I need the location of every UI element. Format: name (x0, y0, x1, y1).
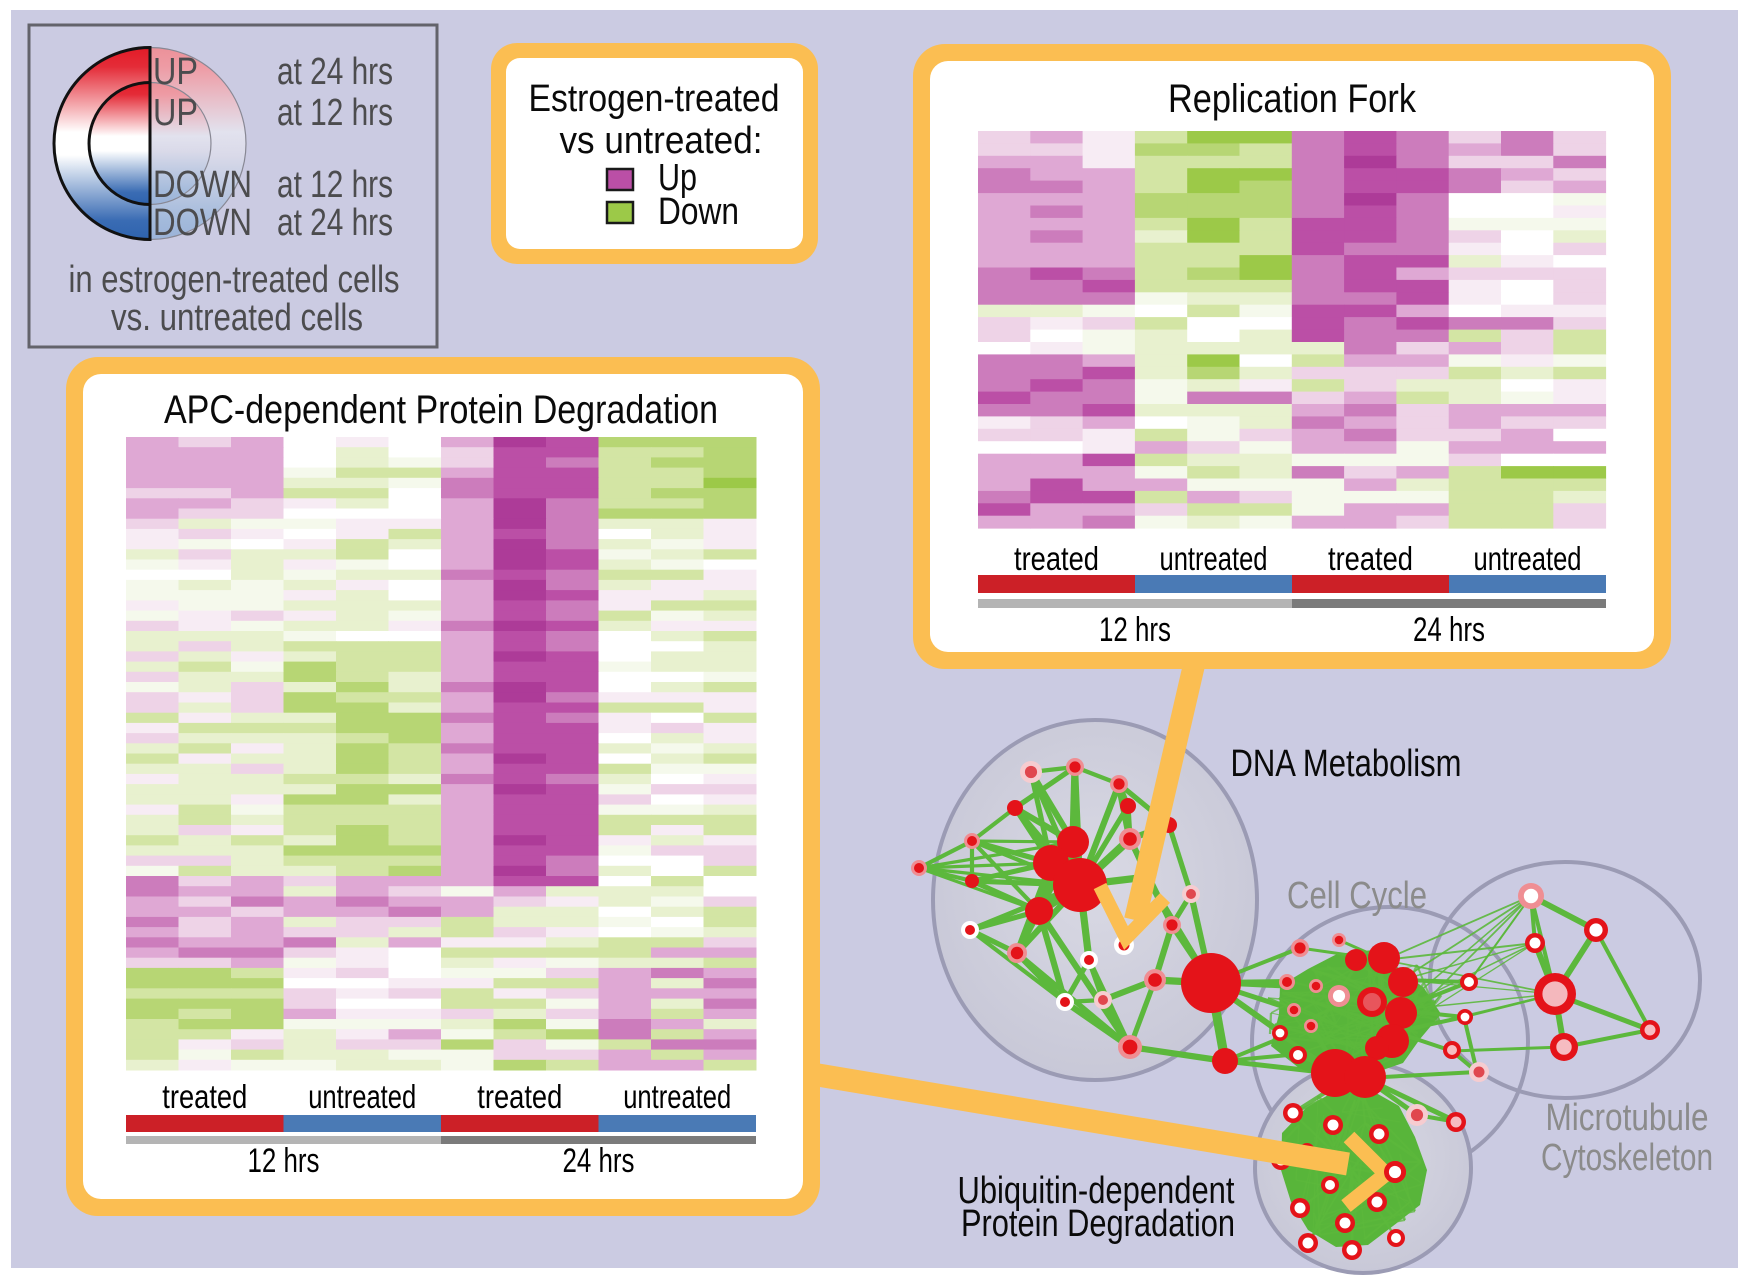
svg-text:untreated: untreated (1474, 540, 1582, 577)
svg-text:Cytoskeleton: Cytoskeleton (1541, 1137, 1713, 1179)
svg-text:DOWN: DOWN (153, 164, 252, 206)
svg-text:12 hrs: 12 hrs (248, 1142, 320, 1180)
svg-text:treated: treated (1328, 540, 1413, 577)
svg-text:at 12 hrs: at 12 hrs (277, 92, 393, 134)
svg-text:vs untreated:: vs untreated: (560, 120, 763, 162)
svg-text:Up: Up (658, 157, 697, 199)
svg-text:24 hrs: 24 hrs (563, 1142, 635, 1180)
svg-text:24 hrs: 24 hrs (1413, 611, 1485, 649)
svg-text:untreated: untreated (308, 1078, 416, 1115)
svg-text:Replication Fork: Replication Fork (1168, 77, 1417, 121)
svg-text:vs. untreated cells: vs. untreated cells (111, 297, 363, 339)
svg-text:Ubiquitin-dependent: Ubiquitin-dependent (958, 1170, 1235, 1212)
svg-text:Protein Degradation: Protein Degradation (961, 1203, 1235, 1245)
svg-text:untreated: untreated (623, 1078, 731, 1115)
svg-text:UP: UP (153, 51, 198, 93)
svg-text:Down: Down (658, 191, 739, 233)
svg-text:at 24 hrs: at 24 hrs (277, 51, 393, 93)
svg-text:treated: treated (1014, 540, 1099, 577)
svg-text:DOWN: DOWN (153, 202, 252, 244)
svg-text:treated: treated (162, 1078, 247, 1115)
svg-text:Microtubule: Microtubule (1546, 1097, 1709, 1139)
svg-text:DNA Metabolism: DNA Metabolism (1231, 743, 1462, 785)
svg-text:12 hrs: 12 hrs (1099, 611, 1171, 649)
svg-text:APC-dependent Protein Degradat: APC-dependent Protein Degradation (164, 388, 718, 432)
svg-text:treated: treated (477, 1078, 562, 1115)
svg-text:at 12 hrs: at 12 hrs (277, 164, 393, 206)
svg-text:in estrogen-treated cells: in estrogen-treated cells (69, 259, 400, 301)
svg-text:UP: UP (153, 92, 198, 134)
svg-text:untreated: untreated (1160, 540, 1268, 577)
svg-text:at 24 hrs: at 24 hrs (277, 202, 393, 244)
svg-text:Estrogen-treated: Estrogen-treated (529, 78, 780, 120)
svg-text:Cell Cycle: Cell Cycle (1287, 875, 1427, 917)
